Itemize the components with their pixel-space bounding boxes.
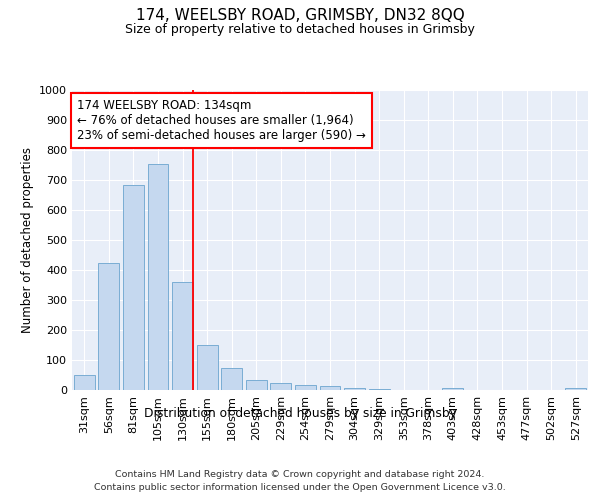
Bar xyxy=(221,368,242,390)
Bar xyxy=(271,382,292,390)
Bar xyxy=(295,384,316,390)
Bar xyxy=(344,388,365,390)
Text: 174, WEELSBY ROAD, GRIMSBY, DN32 8QQ: 174, WEELSBY ROAD, GRIMSBY, DN32 8QQ xyxy=(136,8,464,22)
Text: Distribution of detached houses by size in Grimsby: Distribution of detached houses by size … xyxy=(143,408,457,420)
Bar xyxy=(320,386,340,390)
Y-axis label: Number of detached properties: Number of detached properties xyxy=(20,147,34,333)
Text: 174 WEELSBY ROAD: 134sqm
← 76% of detached houses are smaller (1,964)
23% of sem: 174 WEELSBY ROAD: 134sqm ← 76% of detach… xyxy=(77,99,366,142)
Text: Size of property relative to detached houses in Grimsby: Size of property relative to detached ho… xyxy=(125,22,475,36)
Bar xyxy=(246,380,267,390)
Bar xyxy=(442,388,463,390)
Bar xyxy=(197,345,218,390)
Bar xyxy=(148,164,169,390)
Bar xyxy=(98,262,119,390)
Bar xyxy=(172,282,193,390)
Bar xyxy=(123,184,144,390)
Text: Contains public sector information licensed under the Open Government Licence v3: Contains public sector information licen… xyxy=(94,482,506,492)
Bar xyxy=(368,388,389,390)
Text: Contains HM Land Registry data © Crown copyright and database right 2024.: Contains HM Land Registry data © Crown c… xyxy=(115,470,485,479)
Bar xyxy=(565,388,586,390)
Bar xyxy=(74,375,95,390)
